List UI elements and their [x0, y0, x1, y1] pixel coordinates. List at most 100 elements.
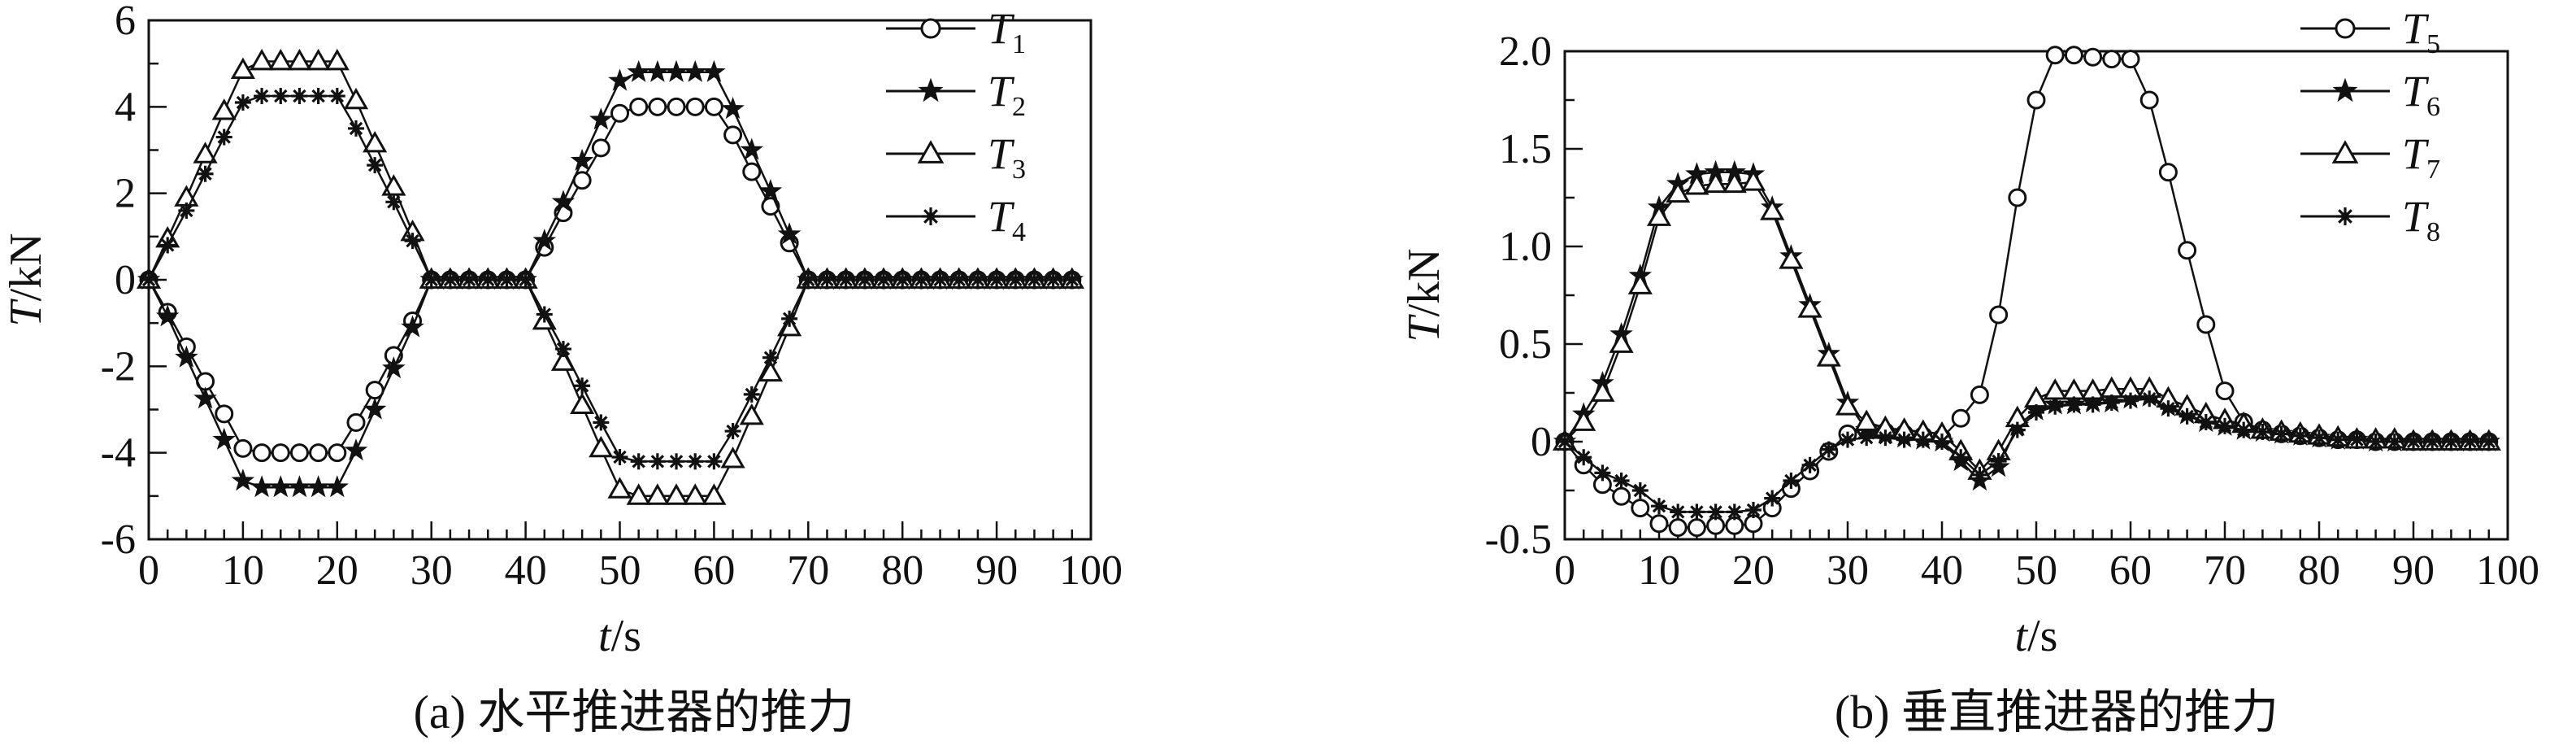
data-point	[819, 272, 836, 288]
data-point	[249, 48, 275, 71]
legend-marker	[922, 207, 940, 225]
x-tick-label: 80	[881, 547, 923, 594]
data-point	[1684, 173, 1709, 195]
data-point	[401, 315, 424, 338]
marker-core	[1825, 446, 1833, 454]
x-tick-label: 70	[787, 547, 829, 594]
data-point	[2103, 394, 2120, 411]
data-point	[988, 272, 1006, 288]
marker-core	[315, 92, 323, 100]
data-point	[663, 483, 689, 505]
data-point	[532, 229, 557, 251]
legend-entry: T5	[2300, 4, 2440, 59]
data-point	[589, 435, 614, 458]
marker-core	[541, 311, 549, 319]
marker-core	[2108, 399, 2116, 407]
data-point	[2121, 50, 2140, 69]
legend-sub: 1	[1012, 29, 1026, 59]
data-point	[1951, 408, 1970, 428]
data-point	[1007, 272, 1024, 288]
data-point	[1045, 272, 1062, 288]
data-point	[233, 438, 253, 458]
data-point	[1797, 296, 1822, 318]
marker-core	[1957, 453, 1965, 461]
data-point	[461, 272, 478, 288]
marker-core	[333, 92, 341, 100]
data-point	[630, 453, 647, 470]
marker-core	[2164, 404, 2172, 412]
y-tick-label: -4	[101, 430, 136, 477]
data-point	[517, 272, 534, 288]
legend-label: T8	[2402, 192, 2440, 247]
x-tick-label: 70	[2204, 547, 2246, 594]
marker-core	[409, 237, 417, 245]
marker-core	[2013, 426, 2022, 434]
marker-core	[1995, 457, 2003, 465]
data-point	[1971, 466, 1988, 483]
marker-core	[276, 92, 285, 100]
marker-core	[145, 276, 153, 284]
marker-core	[1731, 508, 1739, 516]
data-point	[1990, 453, 2007, 469]
data-point	[2139, 90, 2159, 110]
data-point	[724, 423, 741, 440]
data-point	[1627, 272, 1653, 294]
data-point	[175, 345, 198, 368]
marker-core	[993, 276, 1001, 284]
marker-core	[1636, 486, 1644, 495]
legend-sub: 3	[1012, 155, 1026, 185]
data-point	[610, 103, 629, 123]
marker-core	[352, 124, 360, 133]
marker-core	[2278, 429, 2286, 438]
data-point	[1688, 503, 1705, 521]
marker-core	[2341, 212, 2349, 220]
data-point	[271, 443, 290, 463]
series-line	[1564, 181, 2489, 473]
data-point	[309, 443, 328, 463]
marker-core	[635, 457, 643, 465]
data-point	[704, 97, 723, 116]
data-point	[1953, 449, 1970, 466]
series-T8	[1557, 390, 2497, 521]
data-point	[1668, 518, 1688, 538]
marker-core	[2485, 438, 2493, 446]
legend-main: T	[988, 4, 1015, 53]
data-point	[702, 59, 726, 82]
marker-core	[974, 276, 982, 284]
y-tick-label: 0	[115, 257, 136, 303]
marker-core	[428, 276, 436, 284]
data-point	[683, 483, 708, 505]
legend-sub: 7	[2426, 155, 2440, 185]
data-point	[193, 142, 218, 163]
marker-core	[2221, 422, 2229, 430]
data-point	[2273, 425, 2290, 442]
series-line	[1564, 397, 2489, 513]
data-point	[554, 341, 571, 358]
data-point	[1764, 490, 1781, 507]
legend-sub: 6	[2426, 92, 2440, 122]
x-tick-label: 60	[693, 547, 735, 594]
marker-core	[2089, 400, 2097, 408]
data-point	[381, 174, 406, 196]
y-axis-label: T/kN	[1399, 248, 1449, 342]
data-point	[706, 453, 723, 470]
x-tick-label: 10	[222, 547, 264, 594]
data-point	[1707, 503, 1724, 521]
marker-core	[672, 457, 680, 465]
data-point	[215, 129, 232, 146]
data-point	[2064, 46, 2083, 65]
data-point	[2424, 434, 2441, 450]
x-tick-label: 100	[1059, 547, 1123, 594]
data-point	[306, 48, 331, 71]
data-point	[932, 272, 949, 288]
legend-entry: T2	[886, 67, 1026, 122]
data-point	[2217, 417, 2233, 434]
data-point	[1914, 431, 1931, 448]
marker-core	[2334, 436, 2342, 444]
data-point	[739, 403, 764, 425]
panel-b: 0 10 20 30 40 50 60 70 80 90 100-0.500.51.01.52.0t…	[1399, 4, 2539, 739]
data-point	[668, 453, 685, 470]
x-axis-unit: /s	[2027, 611, 2057, 661]
panel-a: 0 10 20 30 40 50 60 70 80 90 100 -6 -4 -2 0 2 4 6 t/s T/kN (…	[1, 0, 1123, 739]
